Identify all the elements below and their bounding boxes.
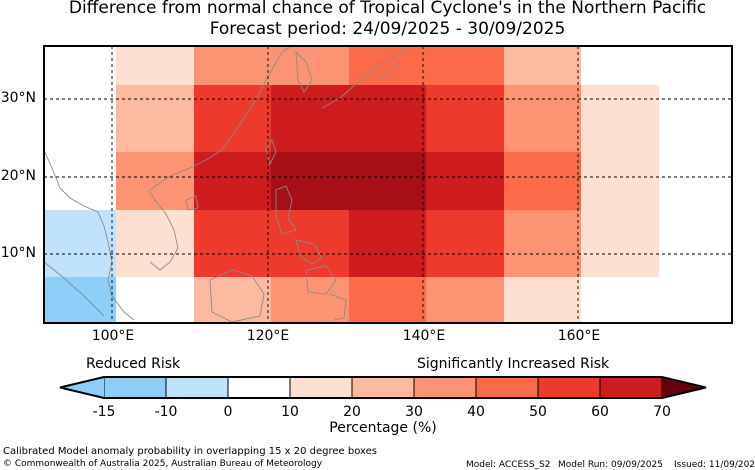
grid-cell — [116, 46, 194, 85]
coastline-luzon — [275, 185, 297, 235]
footer-copyright: © Commonwealth of Australia 2025, Austra… — [3, 459, 323, 469]
anomaly-grid — [44, 46, 659, 323]
grid-cell — [504, 210, 581, 277]
coastline-borneo — [209, 269, 265, 323]
lon-label-120e: 120°E — [246, 328, 290, 344]
grid-cell — [504, 277, 581, 323]
footer-model-run: Model Run: 09/09/2025 — [558, 460, 663, 470]
colorbar-segment — [413, 376, 477, 399]
coastline-china — [149, 46, 291, 191]
grid-cell — [426, 152, 504, 210]
colorbar-segment — [289, 376, 353, 399]
colorbar-over-arrow — [662, 377, 706, 398]
colorbar-under-arrow — [60, 377, 104, 398]
grid-cell — [116, 152, 194, 210]
grid-cell — [349, 85, 426, 152]
coastline-visayas — [295, 239, 323, 265]
colorbar-tick-label: 50 — [529, 404, 547, 420]
colorbar-tick-label: 30 — [405, 404, 423, 420]
coastline-mindanao — [305, 265, 337, 295]
grid-cell — [426, 277, 504, 323]
grid-cell — [194, 210, 271, 277]
increased-risk-label: Significantly Increased Risk — [417, 356, 610, 372]
lon-label-140e: 140°E — [402, 328, 446, 344]
map-title: Difference from normal chance of Tropica… — [68, 0, 707, 18]
grid-cell — [581, 152, 659, 210]
coastline-korea — [295, 50, 313, 93]
footer-description: Calibrated Model anomaly probability in … — [3, 446, 378, 457]
colorbar-segment — [475, 376, 539, 399]
lon-label-160e: 160°E — [557, 328, 601, 344]
colorbar-segment — [599, 376, 663, 399]
lat-label-30n: 30°N — [0, 90, 36, 106]
grid-cell — [349, 210, 426, 277]
grid-cell — [349, 152, 426, 210]
grid-cell — [271, 152, 349, 210]
footer-issued: Issued: 11/09/2025 — [674, 460, 755, 470]
coastline-sumatra — [43, 261, 105, 317]
grid-cell — [504, 46, 581, 85]
grid-cell — [349, 277, 426, 323]
grid-cell — [426, 210, 504, 277]
grid-cell — [194, 85, 271, 152]
grid-cell — [44, 277, 116, 323]
grid-cell — [194, 152, 271, 210]
map-frame — [43, 45, 733, 324]
grid-cell — [271, 46, 349, 85]
colorbar-tick-label: 70 — [653, 404, 671, 420]
colorbar-segment — [351, 376, 415, 399]
grid-cell — [271, 277, 349, 323]
colorbar-segment — [165, 376, 229, 399]
grid-cell — [44, 210, 116, 277]
colorbar-tick-label: -10 — [154, 404, 178, 420]
colorbar-outline — [59, 376, 707, 399]
grid-cell — [349, 46, 426, 85]
grid-cell — [581, 85, 659, 152]
colorbar-segment — [537, 376, 601, 399]
colorbar-title: Percentage (%) — [329, 420, 437, 436]
coastline-indochina — [43, 149, 179, 321]
footer-model: Model: ACCESS_S2 — [466, 460, 551, 470]
coastline-japan — [321, 48, 409, 109]
grid-cell — [581, 210, 659, 277]
coastlines — [43, 46, 409, 323]
grid-cell — [426, 85, 504, 152]
forecast-period: Forecast period: 24/09/2025 - 30/09/2025 — [209, 19, 566, 39]
colorbar — [59, 376, 707, 399]
colorbar-tick-label: -15 — [92, 404, 116, 420]
grid-cell — [426, 46, 504, 85]
colorbar-tick-label: 0 — [223, 404, 233, 420]
colorbar-segment — [103, 376, 167, 399]
coastline-hainan — [185, 195, 199, 211]
grid-cell — [116, 85, 194, 152]
coastline-sulawesi — [329, 293, 347, 321]
grid-cell — [194, 46, 271, 85]
grid-cell — [116, 210, 194, 277]
lat-label-20n: 20°N — [0, 168, 36, 184]
colorbar-segment — [227, 376, 291, 399]
graticule — [44, 46, 732, 323]
colorbar-tick-label: 20 — [343, 404, 361, 420]
grid-cell — [271, 85, 349, 152]
coastline-taiwan — [265, 138, 277, 166]
lat-label-10n: 10°N — [0, 245, 36, 261]
colorbar-tick-label: 10 — [281, 404, 299, 420]
colorbar-tick-label: 60 — [591, 404, 609, 420]
grid-cell — [504, 152, 581, 210]
lon-label-100e: 100°E — [91, 328, 135, 344]
grid-cell — [504, 85, 581, 152]
colorbar-tick-label: 40 — [467, 404, 485, 420]
reduced-risk-label: Reduced Risk — [86, 356, 181, 372]
